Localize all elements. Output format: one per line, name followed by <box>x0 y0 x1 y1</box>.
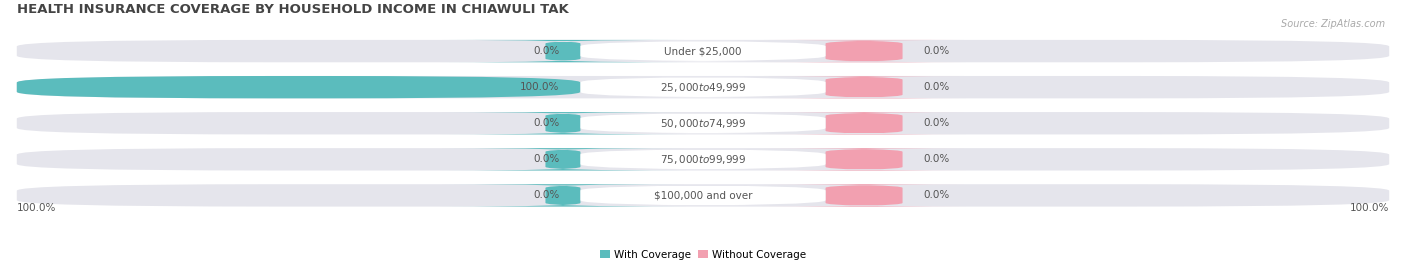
Text: 0.0%: 0.0% <box>924 190 950 200</box>
FancyBboxPatch shape <box>440 40 686 62</box>
FancyBboxPatch shape <box>581 113 825 133</box>
FancyBboxPatch shape <box>17 184 1389 207</box>
FancyBboxPatch shape <box>762 40 966 62</box>
FancyBboxPatch shape <box>762 112 966 134</box>
Text: 0.0%: 0.0% <box>533 46 560 56</box>
FancyBboxPatch shape <box>17 148 1389 171</box>
Text: 0.0%: 0.0% <box>533 118 560 128</box>
Text: 0.0%: 0.0% <box>533 190 560 200</box>
Text: 0.0%: 0.0% <box>924 118 950 128</box>
Text: 0.0%: 0.0% <box>924 82 950 92</box>
Text: 0.0%: 0.0% <box>924 154 950 164</box>
FancyBboxPatch shape <box>17 76 581 98</box>
FancyBboxPatch shape <box>440 112 686 134</box>
Text: $75,000 to $99,999: $75,000 to $99,999 <box>659 153 747 166</box>
FancyBboxPatch shape <box>581 77 825 97</box>
Text: 100.0%: 100.0% <box>17 203 56 213</box>
Legend: With Coverage, Without Coverage: With Coverage, Without Coverage <box>596 245 810 264</box>
Text: 100.0%: 100.0% <box>520 82 560 92</box>
Text: $25,000 to $49,999: $25,000 to $49,999 <box>659 81 747 94</box>
Text: 0.0%: 0.0% <box>924 46 950 56</box>
FancyBboxPatch shape <box>581 149 825 170</box>
Text: 100.0%: 100.0% <box>1350 203 1389 213</box>
Text: $100,000 and over: $100,000 and over <box>654 190 752 200</box>
FancyBboxPatch shape <box>440 148 686 171</box>
Text: 0.0%: 0.0% <box>533 154 560 164</box>
FancyBboxPatch shape <box>17 76 1389 98</box>
FancyBboxPatch shape <box>581 41 825 61</box>
Text: $50,000 to $74,999: $50,000 to $74,999 <box>659 117 747 130</box>
Text: Source: ZipAtlas.com: Source: ZipAtlas.com <box>1281 19 1385 29</box>
FancyBboxPatch shape <box>762 148 966 171</box>
FancyBboxPatch shape <box>17 112 1389 134</box>
Text: Under $25,000: Under $25,000 <box>664 46 742 56</box>
FancyBboxPatch shape <box>440 184 686 207</box>
FancyBboxPatch shape <box>762 184 966 207</box>
FancyBboxPatch shape <box>581 185 825 206</box>
Text: HEALTH INSURANCE COVERAGE BY HOUSEHOLD INCOME IN CHIAWULI TAK: HEALTH INSURANCE COVERAGE BY HOUSEHOLD I… <box>17 3 568 16</box>
FancyBboxPatch shape <box>762 76 966 98</box>
FancyBboxPatch shape <box>17 40 1389 62</box>
